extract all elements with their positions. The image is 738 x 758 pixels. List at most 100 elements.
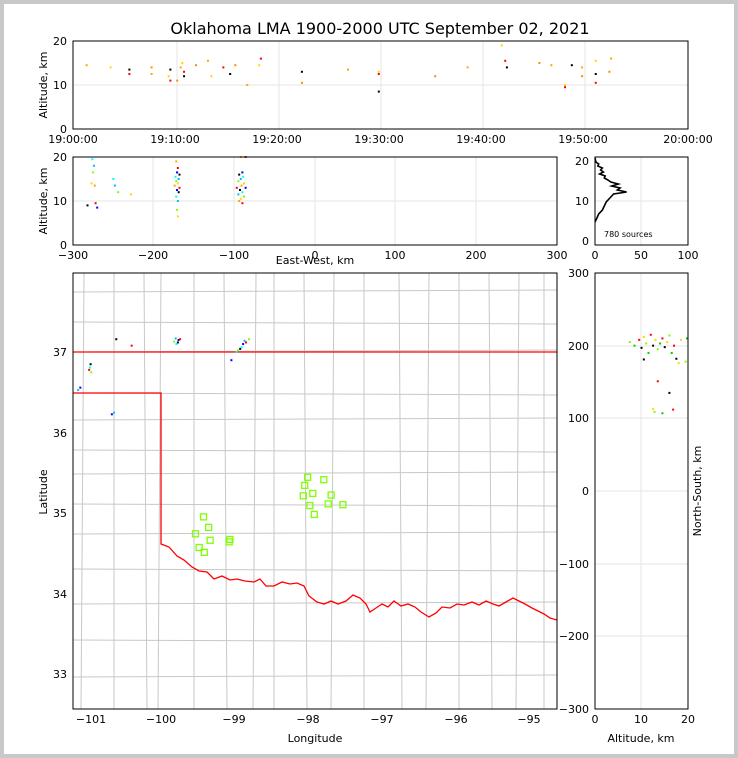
ns-height-point — [642, 358, 645, 361]
time-height-xtick: 20:00:00 — [663, 133, 712, 146]
time-height-xtick: 19:30:00 — [354, 133, 403, 146]
histogram-axes-frame — [594, 156, 689, 246]
county-line — [73, 503, 557, 507]
ns-height-point — [677, 362, 680, 365]
time-height-point — [179, 66, 182, 69]
county-line — [157, 273, 162, 709]
time-height-point — [594, 59, 597, 62]
ew-height-point — [237, 180, 240, 183]
ns-height-point — [666, 341, 669, 344]
map-source-point — [115, 338, 118, 341]
ns-height-point — [684, 360, 687, 363]
time-height-ytick: 0 — [60, 123, 67, 136]
ew-height-point — [176, 200, 179, 202]
station-marker — [206, 536, 214, 544]
map-source-point — [88, 368, 91, 371]
time-height-point — [246, 84, 249, 86]
time-height-point — [377, 90, 380, 93]
time-height-ytick: 20 — [53, 35, 67, 48]
ew-height-ytick: 20 — [53, 151, 67, 164]
ns-height-grid — [595, 273, 688, 709]
ns-height-point — [686, 337, 689, 340]
time-height-point — [300, 70, 303, 73]
map-source-point — [110, 413, 113, 416]
county-line — [73, 417, 557, 421]
ns-height-point — [640, 346, 643, 349]
source-count-annotation: 780 sources — [604, 230, 653, 239]
time-height-panel: Altitude, km 0 10 20 19:00:00 19:10:00 1… — [37, 35, 713, 146]
ew-height-point — [241, 202, 244, 205]
station-marker — [200, 548, 208, 557]
county-line — [223, 273, 228, 709]
county-line — [73, 321, 557, 325]
ew-height-point — [176, 171, 179, 174]
time-height-point — [181, 62, 184, 64]
ew-height-point — [240, 184, 243, 187]
lma-figure: Oklahoma LMA 1900-2000 UTC September 02,… — [37, 19, 713, 745]
ns-height-ylabel: North-South, km — [691, 446, 704, 537]
ew-height-point — [244, 186, 247, 189]
time-height-point — [183, 70, 186, 73]
ns-height-point — [638, 338, 641, 341]
ew-height-point — [90, 182, 93, 185]
map-ytick: 36 — [53, 427, 67, 440]
ew-height-point — [177, 178, 180, 180]
ew-height-point — [176, 215, 179, 218]
time-height-axes-frame — [72, 40, 689, 130]
ns-height-point — [645, 342, 648, 345]
time-height-point — [466, 66, 469, 69]
time-height-point — [128, 73, 131, 75]
ns-height-ytick: 300 — [568, 267, 589, 280]
time-height-sources — [85, 44, 613, 93]
ns-height-point — [656, 380, 659, 383]
ew-height-point — [130, 193, 133, 196]
station-marker — [304, 473, 312, 481]
time-height-point — [229, 73, 232, 75]
ew-height-xtick: −300 — [58, 249, 88, 262]
county-lines — [73, 273, 557, 709]
time-height-point — [195, 64, 197, 67]
ew-height-xtick: 200 — [466, 249, 487, 262]
map-source-point — [237, 349, 239, 352]
map-source-point — [79, 386, 82, 389]
map-source-point — [175, 343, 178, 346]
figure-title: Oklahoma LMA 1900-2000 UTC September 02,… — [170, 19, 589, 38]
ew-height-point — [242, 175, 245, 178]
ns-height-point — [652, 344, 655, 347]
time-height-xtick: 19:10:00 — [150, 133, 199, 146]
map-source-point — [174, 337, 177, 340]
map-source-point — [177, 339, 180, 342]
map-source-point — [179, 338, 182, 341]
map-xtick: −95 — [517, 713, 540, 726]
ew-height-point — [175, 180, 178, 183]
ew-height-axes-frame — [72, 156, 558, 246]
ew-height-sources — [86, 156, 247, 218]
ew-height-point — [177, 191, 180, 194]
station-marker — [324, 500, 332, 508]
ew-height-point — [93, 184, 96, 187]
ns-height-ytick: 0 — [582, 485, 589, 498]
ns-height-point — [633, 344, 636, 347]
ew-height-point — [178, 173, 181, 176]
time-height-point — [300, 81, 303, 84]
lma-stations — [191, 473, 347, 557]
ns-height-point — [675, 357, 678, 360]
map-source-point — [88, 366, 91, 369]
time-height-point — [150, 66, 153, 69]
ew-height-point — [178, 186, 181, 189]
time-height-point — [128, 68, 131, 71]
map-source-point — [235, 351, 238, 354]
ew-height-point — [176, 208, 179, 211]
ns-height-point — [661, 337, 664, 340]
map-source-point — [248, 338, 250, 341]
figure-frame: Oklahoma LMA 1900-2000 UTC September 02,… — [4, 4, 734, 754]
ns-height-point — [673, 344, 676, 347]
ew-height-xlabel: East-West, km — [276, 254, 354, 267]
time-height-point — [505, 66, 508, 69]
ns-height-point — [668, 391, 671, 394]
county-line — [330, 273, 335, 709]
time-height-point — [109, 66, 112, 69]
time-height-point — [500, 44, 503, 47]
county-line — [143, 273, 148, 709]
map-ytick: 37 — [53, 346, 67, 359]
